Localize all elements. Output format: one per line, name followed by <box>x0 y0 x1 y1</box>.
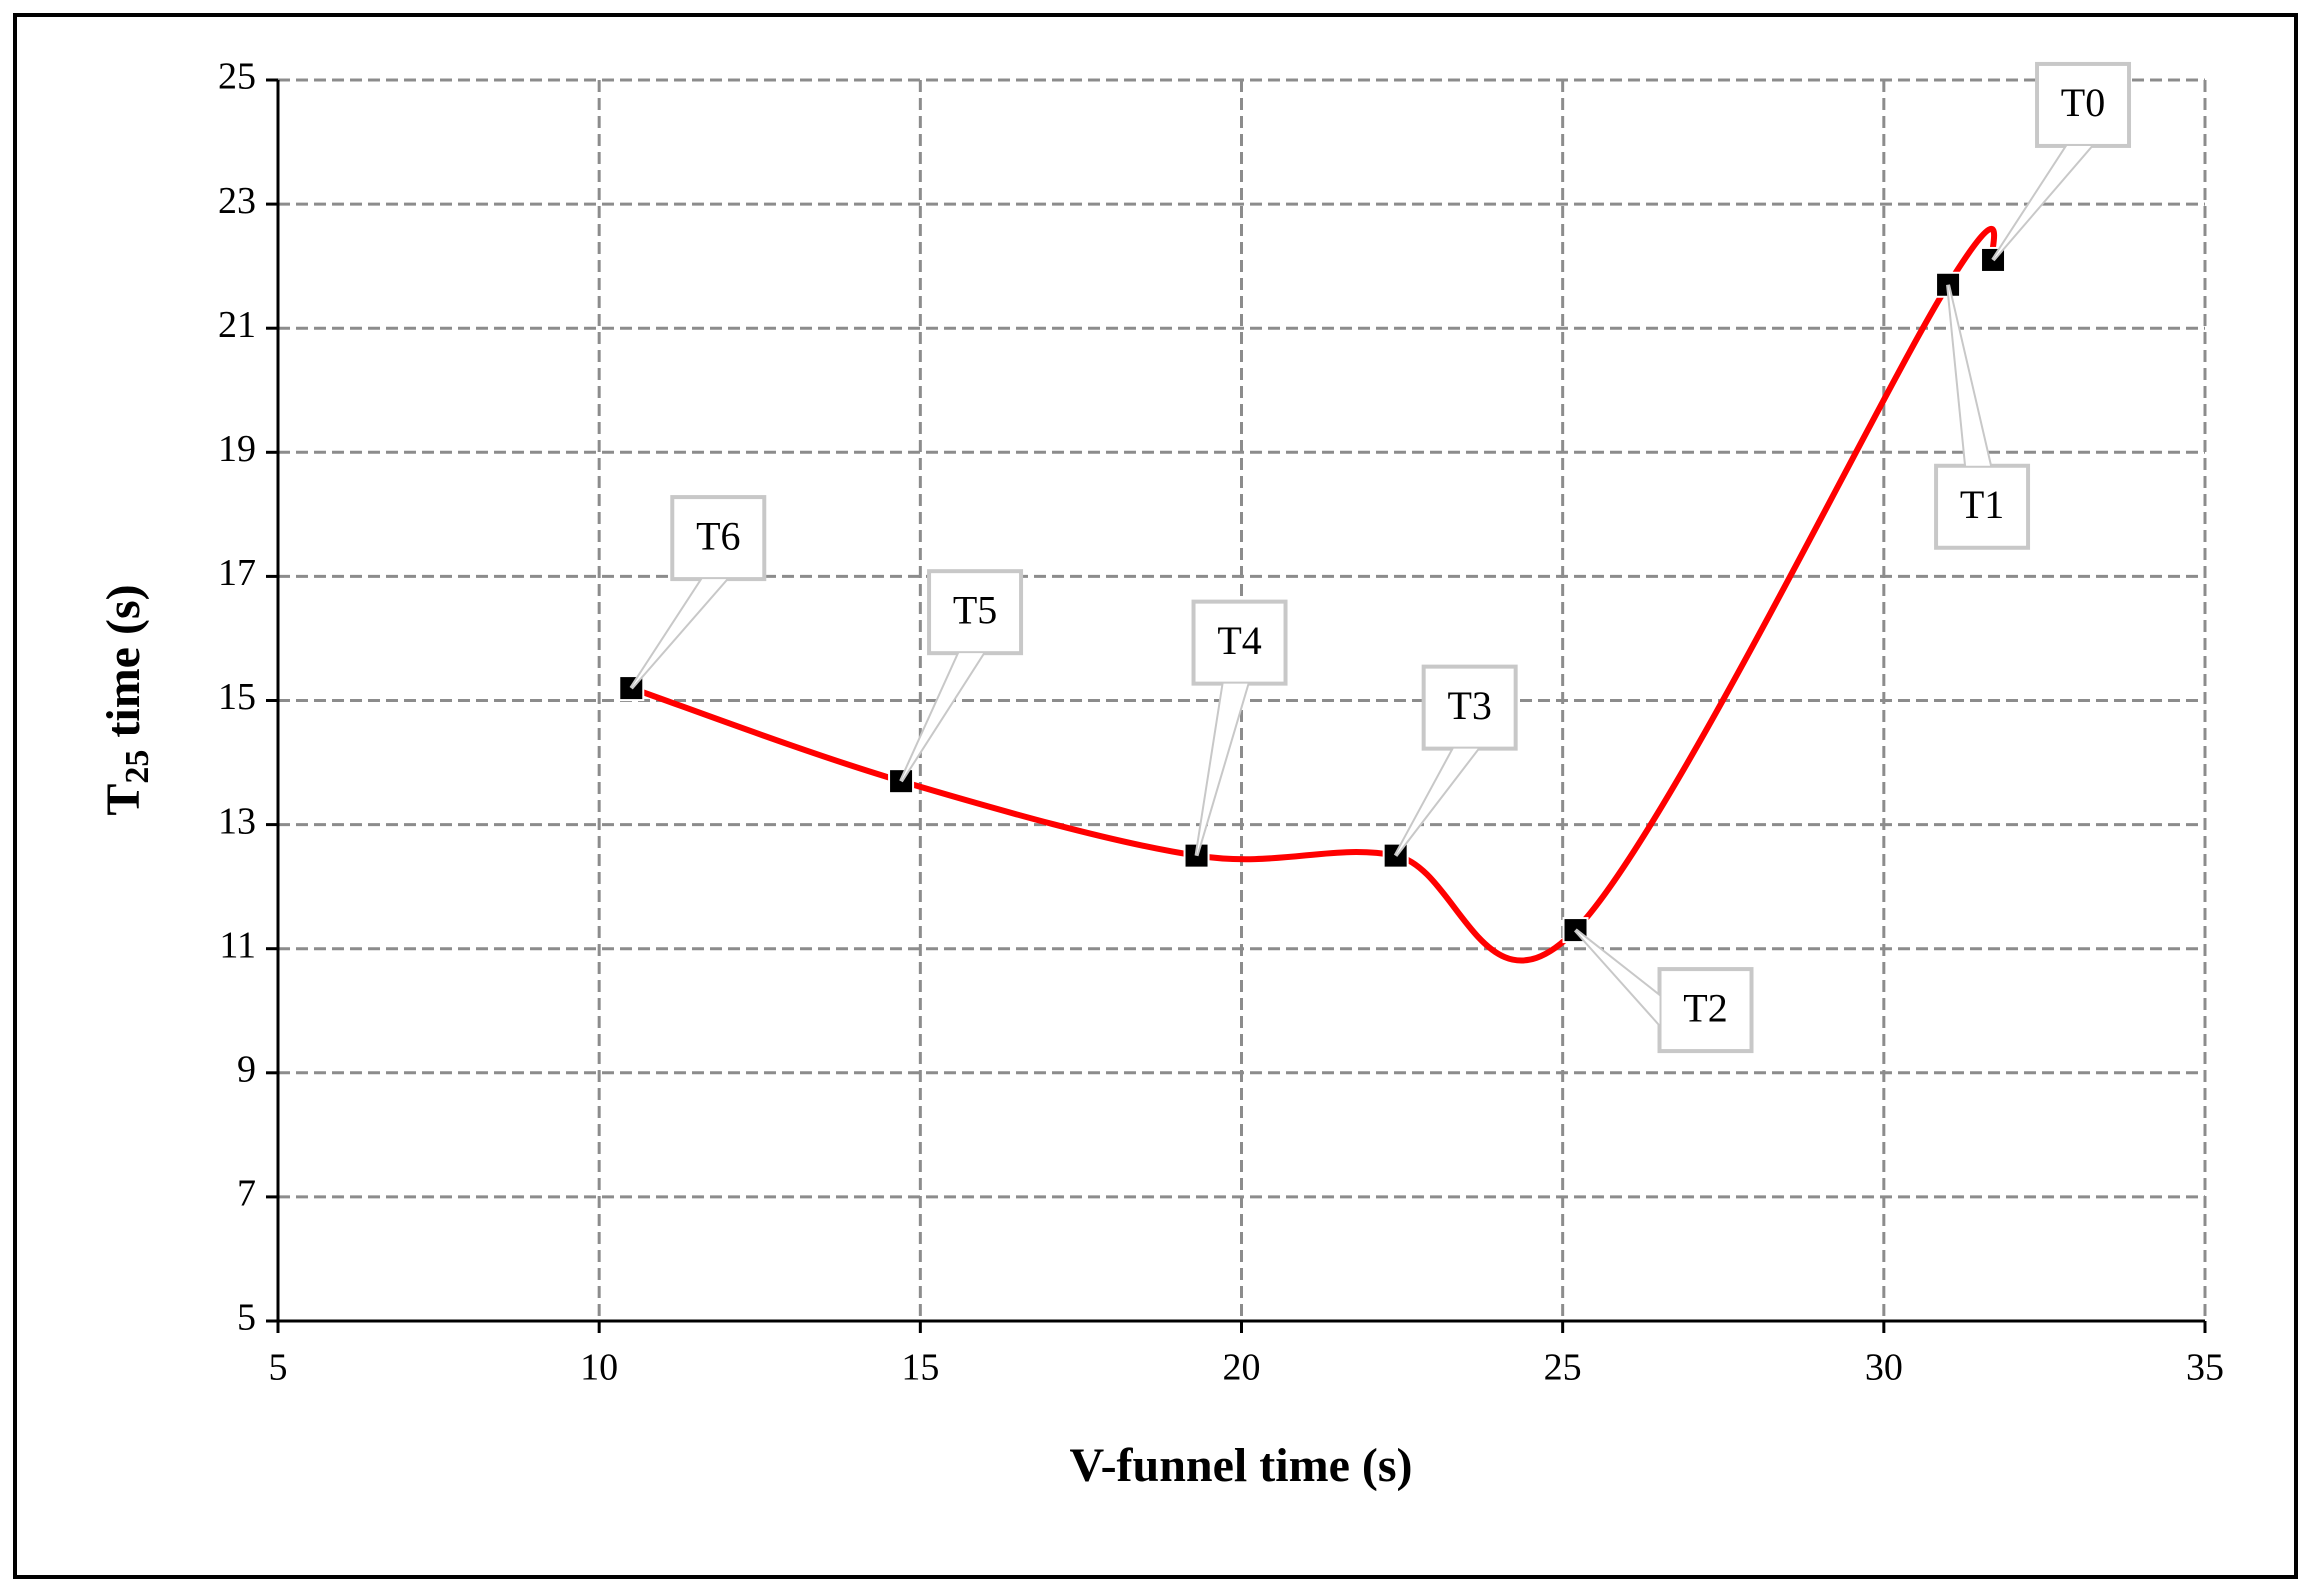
y-tick-label: 15 <box>218 676 256 718</box>
data-label: T5 <box>953 587 997 632</box>
y-tick-label: 7 <box>237 1173 256 1215</box>
y-tick-label: 17 <box>218 552 256 594</box>
callout-join <box>1575 930 1660 1025</box>
x-tick-label: 30 <box>1865 1347 1903 1389</box>
y-tick-label: 25 <box>218 56 256 98</box>
data-label: T0 <box>2061 80 2105 125</box>
x-tick-label: 35 <box>2186 1347 2224 1389</box>
y-tick-label: 13 <box>218 800 256 842</box>
x-axis-title: V-funnel time (s) <box>1069 1439 1412 1492</box>
y-tick-label: 5 <box>237 1297 256 1339</box>
y-axis-title: T25 time (s) <box>97 584 156 815</box>
y-title-sub: 25 <box>119 750 156 784</box>
x-tick-label: 15 <box>901 1347 939 1389</box>
y-tick-label: 21 <box>218 304 256 346</box>
y-title-part: time (s) <box>97 584 150 749</box>
x-tick-label: 20 <box>1223 1347 1261 1389</box>
y-tick-label: 19 <box>218 428 256 470</box>
data-label: T2 <box>1683 985 1727 1030</box>
callout-box <box>1191 599 1288 686</box>
y-tick-label: 9 <box>237 1049 256 1091</box>
data-label: T6 <box>696 513 740 558</box>
series-line <box>630 225 1998 964</box>
callout-join <box>1196 683 1248 856</box>
callout-join <box>1395 748 1478 856</box>
callout-box <box>2035 61 2132 148</box>
callout-box <box>927 569 1024 656</box>
data-label: T3 <box>1447 683 1491 728</box>
data-label: T4 <box>1217 618 1261 663</box>
x-tick-label: 5 <box>269 1347 288 1389</box>
x-tick-label: 10 <box>580 1347 618 1389</box>
frame <box>13 13 2298 1579</box>
y-title-part: T <box>97 784 150 816</box>
callout-box <box>670 495 767 582</box>
marker <box>1562 917 1589 944</box>
y-tick-label: 11 <box>219 924 256 966</box>
callout-join <box>901 653 984 782</box>
x-tick-label: 25 <box>1544 1347 1582 1389</box>
callout-join <box>1993 145 2092 260</box>
callout-join <box>1948 284 1991 466</box>
y-tick-label: 23 <box>218 180 256 222</box>
callout-join <box>631 579 727 689</box>
data-label: T1 <box>1960 482 2004 527</box>
